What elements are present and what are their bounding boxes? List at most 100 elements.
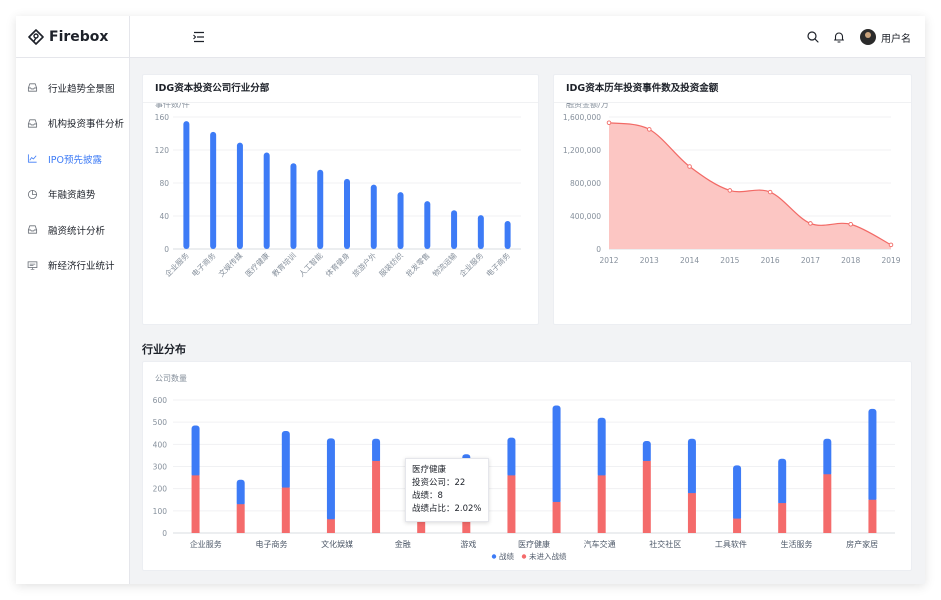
username[interactable]: 用户名 bbox=[881, 33, 911, 45]
x-tick-label: 企业服务 bbox=[457, 250, 486, 279]
bar-segment-blue bbox=[687, 438, 696, 496]
bar bbox=[370, 184, 377, 249]
sidebar-item-1[interactable]: 行业趋势全景图 bbox=[16, 70, 129, 106]
bar bbox=[317, 169, 324, 249]
avatar[interactable] bbox=[860, 29, 876, 45]
bar bbox=[210, 131, 217, 249]
bar-segment-red bbox=[642, 460, 651, 533]
x-tick-label: 金融 bbox=[395, 539, 411, 549]
bar bbox=[183, 121, 190, 249]
bar-segment-red bbox=[507, 475, 516, 533]
x-tick-label: 服装纺织 bbox=[377, 250, 406, 279]
chart-tooltip: 医疗健康 投资公司：22 战绩：8 战绩占比：2.02% bbox=[405, 458, 489, 522]
x-tick-label: 2017 bbox=[801, 256, 820, 265]
bar-segment-red bbox=[823, 474, 832, 533]
sidebar-item-label: 融资统计分析 bbox=[48, 225, 106, 237]
y-tick-label: 1,600,000 bbox=[563, 113, 601, 122]
x-tick-label: 体育健身 bbox=[323, 250, 352, 279]
y-tick-label: 100 bbox=[153, 507, 168, 516]
monitor-icon bbox=[27, 261, 38, 270]
firebox-logo-icon bbox=[28, 29, 44, 45]
bar-segment-blue bbox=[642, 441, 651, 463]
bar bbox=[504, 220, 511, 249]
bar bbox=[477, 215, 484, 249]
x-tick-label: 电子商务 bbox=[484, 250, 513, 279]
bar-segment-red bbox=[597, 475, 606, 533]
bar-segment-blue bbox=[778, 458, 787, 506]
bar-segment-blue bbox=[597, 417, 606, 478]
bar-segment-blue bbox=[372, 438, 381, 463]
data-point bbox=[687, 164, 692, 169]
x-tick-label: 物流运输 bbox=[430, 250, 459, 279]
y-tick-label: 120 bbox=[155, 146, 170, 155]
x-tick-label: 2015 bbox=[720, 256, 739, 265]
industry-chart-title: IDG资本投资公司行业分部 bbox=[143, 75, 538, 103]
bar-segment-blue bbox=[868, 408, 877, 502]
distribution-section-title: 行业分布 bbox=[142, 343, 186, 356]
x-tick-label: 医疗健康 bbox=[243, 250, 272, 279]
data-point bbox=[606, 120, 612, 126]
bar bbox=[263, 152, 270, 249]
sidebar-item-5[interactable]: 融资统计分析 bbox=[16, 212, 129, 248]
y-tick-label: 800,000 bbox=[570, 179, 601, 188]
sidebar-item-label: 新经济行业统计 bbox=[48, 261, 115, 273]
x-tick-label: 教育培训 bbox=[270, 250, 298, 278]
bar-segment-blue bbox=[326, 438, 335, 522]
inbox-icon bbox=[27, 225, 38, 234]
legend-marker bbox=[491, 554, 497, 559]
sidebar: 行业趋势全景图机构投资事件分析 IPO预先披露年融资趋势融资统计分析 新经济行业统计 bbox=[16, 58, 130, 584]
data-point bbox=[808, 221, 813, 226]
legend-label: 战绩 bbox=[499, 551, 514, 561]
bar bbox=[397, 192, 404, 249]
logo[interactable]: Firebox bbox=[16, 16, 130, 58]
menu-fold-icon[interactable] bbox=[191, 29, 207, 45]
legend-label: 未进入战绩 bbox=[529, 551, 567, 561]
bar-segment-red bbox=[372, 460, 381, 533]
distribution-chart-card: 公司数量 0 100 200 300 400 500 600 企业服务 电子商务 文化娱媒 金融 游戏 医… bbox=[142, 361, 912, 571]
area-fill bbox=[609, 122, 891, 249]
bell-icon[interactable] bbox=[832, 30, 846, 44]
x-tick-label: 2016 bbox=[761, 256, 780, 265]
y-tick-label: 200 bbox=[153, 485, 168, 494]
bar-segment-red bbox=[733, 518, 742, 533]
x-tick-label: 生活服务 bbox=[781, 539, 813, 549]
y-tick-label: 0 bbox=[162, 529, 167, 538]
distribution-stacked-bar-chart: 公司数量 0 100 200 300 400 500 600 企业服务 电子商务 文化娱媒 金融 游戏 医… bbox=[153, 373, 895, 561]
sidebar-item-label: 行业趋势全景图 bbox=[48, 83, 115, 95]
bar bbox=[424, 201, 431, 249]
x-tick-label: 工具软件 bbox=[715, 539, 747, 549]
x-tick-label: 人工智能 bbox=[296, 250, 325, 279]
bar-segment-red bbox=[552, 501, 561, 533]
bar-segment-blue bbox=[281, 431, 290, 490]
line-chart-icon bbox=[27, 154, 37, 163]
x-tick-label: 旅游户外 bbox=[350, 250, 379, 279]
bar-segment-red bbox=[778, 503, 787, 533]
x-tick-label: 社交社区 bbox=[649, 539, 681, 549]
brand-name: Firebox bbox=[49, 29, 109, 45]
x-tick-label: 医疗健康 bbox=[518, 539, 550, 549]
sidebar-item-2[interactable]: 机构投资事件分析 bbox=[16, 106, 129, 142]
y-tick-label: 600 bbox=[153, 396, 168, 405]
top-bar: Firebox 用户名 bbox=[16, 16, 925, 58]
industry-chart-card: IDG资本投资公司行业分部 事件数/件 0 40 80 120 160 企业服务 电子商务 文娱… bbox=[142, 74, 539, 325]
bar-segment-red bbox=[687, 493, 696, 533]
x-tick-label: 企业服务 bbox=[163, 250, 192, 279]
sidebar-item-6[interactable]: 新经济行业统计 bbox=[16, 248, 129, 284]
sidebar-item-3[interactable]: IPO预先披露 bbox=[16, 141, 129, 177]
x-tick-label: 批发零售 bbox=[403, 250, 431, 278]
inbox-icon bbox=[27, 119, 38, 128]
bar-segment-red bbox=[326, 519, 335, 533]
sidebar-item-label: 年融资趋势 bbox=[48, 190, 96, 202]
legend-marker bbox=[521, 554, 527, 559]
pie-chart-icon bbox=[27, 189, 38, 199]
search-icon[interactable] bbox=[806, 30, 820, 44]
x-tick-label: 电子商务 bbox=[255, 539, 287, 549]
bar bbox=[451, 210, 458, 249]
sidebar-item-4[interactable]: 年融资趋势 bbox=[16, 177, 129, 213]
top-right-actions: 用户名 bbox=[794, 16, 911, 58]
data-point bbox=[647, 127, 652, 132]
y-tick-label: 0 bbox=[596, 245, 601, 254]
bar-segment-red bbox=[236, 504, 245, 533]
inbox-icon bbox=[27, 83, 38, 92]
